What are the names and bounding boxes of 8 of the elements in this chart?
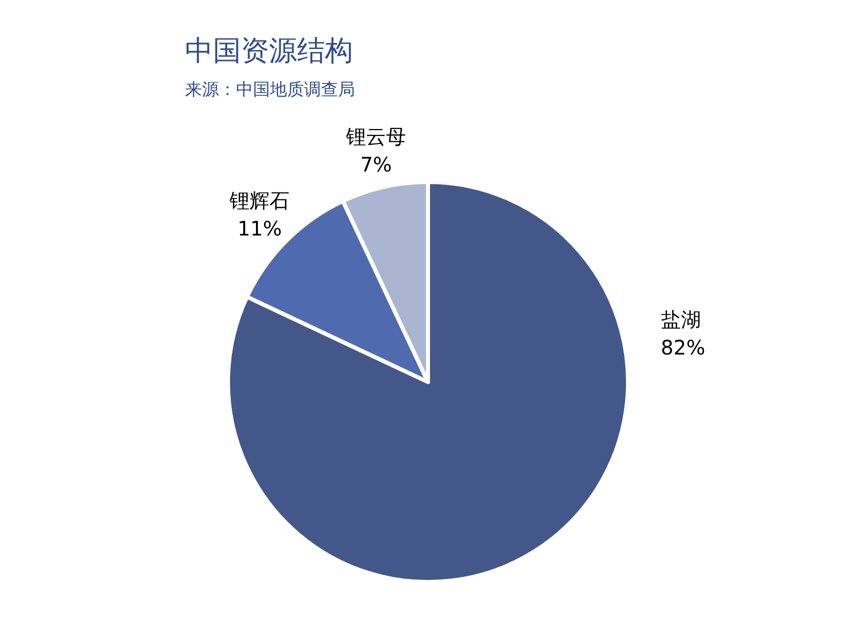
slice-label: 锂云母 [345, 124, 406, 149]
data-label: 11% [237, 216, 282, 241]
data-label: 82% [660, 336, 706, 360]
slice-label: 盐湖 [660, 308, 701, 332]
slice-label: 锂辉石 [228, 188, 290, 213]
chart-title: 中国资源结构 [185, 34, 353, 67]
source-note: 来源：中国地质调查局 [185, 80, 355, 100]
data-label: 7% [360, 152, 392, 177]
